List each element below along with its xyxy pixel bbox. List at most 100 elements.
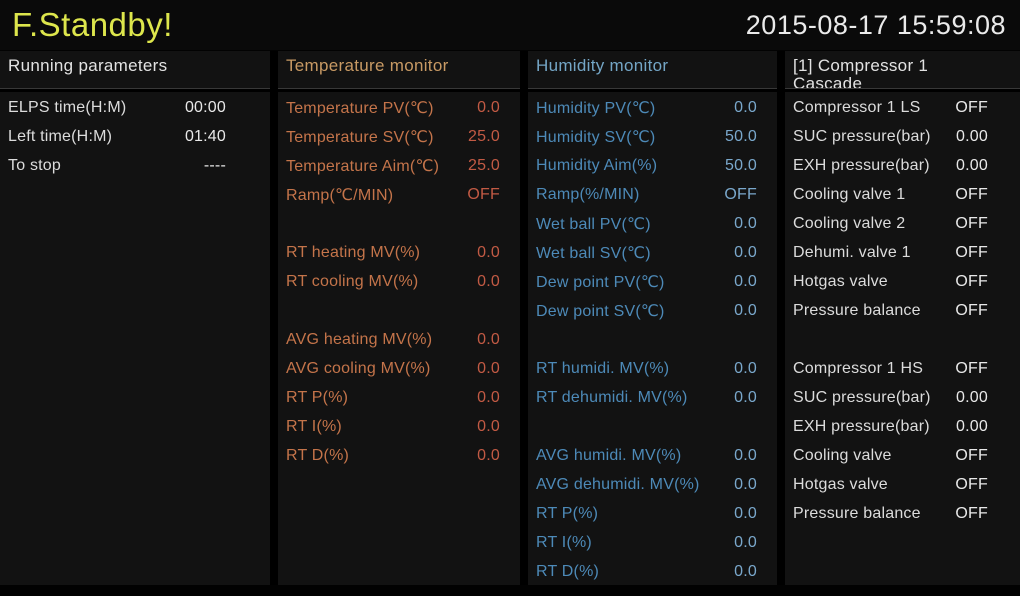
param-row: Pressure balance OFF (785, 296, 1020, 325)
param-label: Ramp(℃/MIN) (286, 186, 394, 204)
param-row: RT cooling MV(%) 0.0 (278, 267, 520, 296)
param-row: Humidity SV(℃) 50.0 (528, 122, 777, 151)
param-row (528, 412, 777, 441)
param-value: OFF (955, 272, 988, 290)
param-label: AVG dehumidi. MV(%) (536, 475, 700, 493)
param-value: 0.0 (477, 417, 500, 435)
param-value: 0.0 (734, 359, 757, 377)
param-label: RT P(%) (286, 388, 349, 406)
param-row (785, 325, 1020, 354)
param-row: Compressor 1 HS OFF (785, 354, 1020, 383)
param-value: OFF (955, 214, 988, 232)
param-value: OFF (467, 185, 500, 203)
param-value: 0.00 (956, 127, 988, 145)
param-row: AVG dehumidi. MV(%) 0.0 (528, 470, 777, 499)
param-label: RT humidi. MV(%) (536, 359, 670, 377)
param-row: Hotgas valve OFF (785, 470, 1020, 499)
param-label: Compressor 1 HS (793, 359, 924, 377)
param-row: RT D(%) 0.0 (528, 557, 777, 585)
param-value: 0.0 (477, 272, 500, 290)
panel-rows: Temperature PV(℃) 0.0 Temperature SV(℃) 25.… (278, 92, 520, 585)
monitor-columns: Running parameters ELPS time(H:M) 00:00 Le… (0, 51, 1020, 585)
param-row: Left time(H:M) 01:40 (0, 122, 270, 151)
param-value: 0.0 (477, 98, 500, 116)
param-row: Dew point PV(℃) 0.0 (528, 267, 777, 296)
param-row: Cooling valve OFF (785, 441, 1020, 470)
param-row: Temperature PV(℃) 0.0 (278, 93, 520, 122)
param-label: SUC pressure(bar) (793, 388, 931, 406)
param-label: EXH pressure(bar) (793, 156, 930, 174)
param-value: 0.0 (734, 475, 757, 493)
param-label: Humidity SV(℃) (536, 128, 656, 146)
param-value: 0.00 (956, 156, 988, 174)
param-label: AVG humidi. MV(%) (536, 446, 682, 464)
param-label: RT cooling MV(%) (286, 272, 419, 290)
panel-title: Humidity monitor (528, 51, 777, 89)
param-label: Hotgas valve (793, 475, 888, 493)
param-value: 0.0 (734, 301, 757, 319)
param-label: RT I(%) (536, 533, 592, 551)
param-label: RT I(%) (286, 417, 342, 435)
param-row: RT I(%) 0.0 (528, 528, 777, 557)
panel-title: Running parameters (0, 51, 270, 89)
param-row: Pressure balance OFF (785, 499, 1020, 528)
param-row: RT P(%) 0.0 (528, 499, 777, 528)
param-row: ELPS time(H:M) 00:00 (0, 93, 270, 122)
param-label: Cooling valve 1 (793, 185, 906, 203)
param-label: Pressure balance (793, 504, 921, 522)
panel-humidity-monitor: Humidity monitor Humidity PV(℃) 0.0 Humidi… (528, 51, 777, 585)
param-label: Cooling valve 2 (793, 214, 906, 232)
param-value: 25.0 (468, 127, 500, 145)
param-label: Dew point PV(℃) (536, 273, 665, 291)
param-value: ---- (203, 156, 226, 174)
param-row: RT heating MV(%) 0.0 (278, 238, 520, 267)
param-label: Humidity Aim(%) (536, 156, 658, 174)
param-label: RT P(%) (536, 504, 599, 522)
param-label: Wet ball PV(℃) (536, 215, 651, 233)
param-value: OFF (955, 243, 988, 261)
panel-title: [1] Compressor 1 Cascade (785, 51, 1020, 89)
panel-rows: Compressor 1 LS OFF SUC pressure(bar) 0.00 E… (785, 92, 1020, 585)
param-label: Humidity PV(℃) (536, 99, 656, 117)
param-label: Wet ball SV(℃) (536, 244, 651, 262)
panel-temperature-monitor: Temperature monitor Temperature PV(℃) 0.0… (278, 51, 520, 585)
param-row: SUC pressure(bar) 0.00 (785, 122, 1020, 151)
param-row: Wet ball SV(℃) 0.0 (528, 238, 777, 267)
param-value: OFF (955, 359, 988, 377)
param-value: OFF (955, 98, 988, 116)
param-label: Compressor 1 LS (793, 98, 921, 116)
param-label: Temperature SV(℃) (286, 128, 434, 146)
param-row: Humidity PV(℃) 0.0 (528, 93, 777, 122)
param-row (278, 209, 520, 238)
param-row: EXH pressure(bar) 0.00 (785, 151, 1020, 180)
panel-running-parameters: Running parameters ELPS time(H:M) 00:00 Le… (0, 51, 270, 585)
status-bar: F.Standby! 2015-08-17 15:59:08 (0, 0, 1020, 50)
param-value: 01:40 (184, 127, 226, 145)
param-value: 0.0 (477, 359, 500, 377)
datetime: 2015-08-17 15:59:08 (745, 9, 1006, 40)
param-value: 0.0 (477, 243, 500, 261)
param-row: Cooling valve 2 OFF (785, 209, 1020, 238)
param-row: Compressor 1 LS OFF (785, 93, 1020, 122)
param-row: RT humidi. MV(%) 0.0 (528, 354, 777, 383)
param-row: AVG heating MV(%) 0.0 (278, 325, 520, 354)
param-value: 0.0 (477, 446, 500, 464)
param-value: 0.0 (734, 504, 757, 522)
param-value: OFF (955, 185, 988, 203)
panel-rows: Humidity PV(℃) 0.0 Humidity SV(℃) 50.0 Humid… (528, 92, 777, 585)
param-value: 0.00 (956, 388, 988, 406)
param-row: Dehumi. valve 1 OFF (785, 238, 1020, 267)
param-label: EXH pressure(bar) (793, 417, 930, 435)
param-row: Humidity Aim(%) 50.0 (528, 151, 777, 180)
param-label: Ramp(%/MIN) (536, 185, 640, 203)
param-row: Wet ball PV(℃) 0.0 (528, 209, 777, 238)
param-value: 50.0 (725, 156, 757, 174)
param-value: 00:00 (184, 98, 226, 116)
param-row: To stop ---- (0, 151, 270, 180)
status-text: F.Standby! (12, 6, 173, 43)
param-label: Left time(H:M) (8, 127, 113, 145)
param-label: Dehumi. valve 1 (793, 243, 911, 261)
param-row: EXH pressure(bar) 0.00 (785, 412, 1020, 441)
param-row (528, 325, 777, 354)
